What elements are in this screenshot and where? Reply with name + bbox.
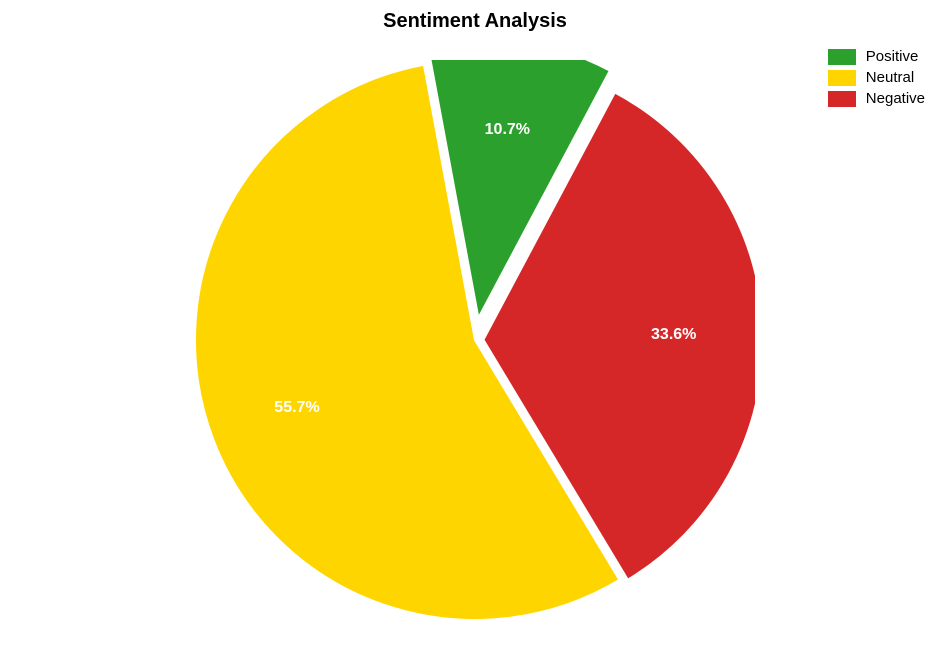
slice-label-positive: 10.7% xyxy=(485,121,530,139)
legend-label-positive: Positive xyxy=(866,48,919,65)
legend-item-positive: Positive xyxy=(828,48,925,65)
legend-swatch-negative xyxy=(828,91,856,107)
legend-label-negative: Negative xyxy=(866,90,925,107)
chart-title: Sentiment Analysis xyxy=(383,10,567,33)
pie-chart: 33.6% 55.7% 10.7% xyxy=(195,60,755,620)
slice-label-negative: 33.6% xyxy=(651,326,696,344)
legend: Positive Neutral Negative xyxy=(828,48,925,111)
legend-swatch-neutral xyxy=(828,70,856,86)
legend-item-neutral: Neutral xyxy=(828,69,925,86)
legend-swatch-positive xyxy=(828,49,856,65)
slice-label-neutral: 55.7% xyxy=(274,399,319,417)
legend-label-neutral: Neutral xyxy=(866,69,914,86)
legend-item-negative: Negative xyxy=(828,90,925,107)
